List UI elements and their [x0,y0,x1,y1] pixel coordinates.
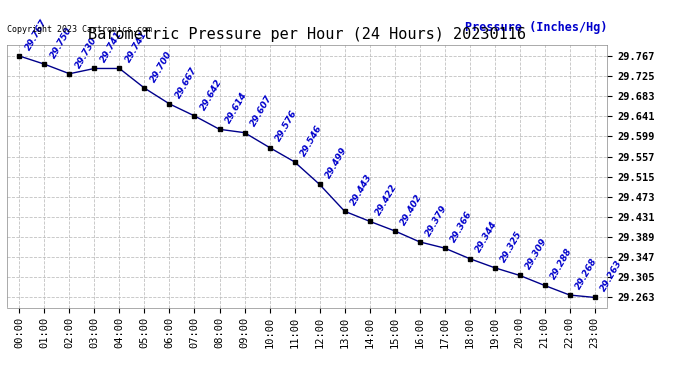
Text: Copyright 2023 Cartronics.com: Copyright 2023 Cartronics.com [7,26,152,34]
Text: 29.309: 29.309 [524,237,549,271]
Text: 29.263: 29.263 [599,259,624,293]
Text: 29.576: 29.576 [274,109,299,143]
Text: 29.422: 29.422 [374,183,399,217]
Text: 29.402: 29.402 [399,192,424,227]
Text: 29.741: 29.741 [99,30,124,64]
Text: 29.667: 29.667 [174,65,199,100]
Text: 29.344: 29.344 [474,220,499,255]
Text: 29.700: 29.700 [148,50,174,84]
Text: 29.443: 29.443 [348,172,374,207]
Text: 29.741: 29.741 [124,30,149,64]
Text: 29.268: 29.268 [574,256,599,291]
Text: 29.499: 29.499 [324,146,349,180]
Text: 29.614: 29.614 [224,91,249,125]
Text: 29.288: 29.288 [549,247,574,281]
Text: 29.750: 29.750 [48,26,74,60]
Text: 29.379: 29.379 [424,203,449,238]
Text: Pressure (Inches/Hg): Pressure (Inches/Hg) [464,21,607,34]
Text: 29.730: 29.730 [74,35,99,70]
Text: 29.642: 29.642 [199,77,224,112]
Text: 29.366: 29.366 [448,210,474,244]
Text: 29.325: 29.325 [499,229,524,264]
Text: 29.767: 29.767 [23,17,49,52]
Title: Barometric Pressure per Hour (24 Hours) 20230116: Barometric Pressure per Hour (24 Hours) … [88,27,526,42]
Text: 29.607: 29.607 [248,94,274,129]
Text: 29.546: 29.546 [299,123,324,158]
